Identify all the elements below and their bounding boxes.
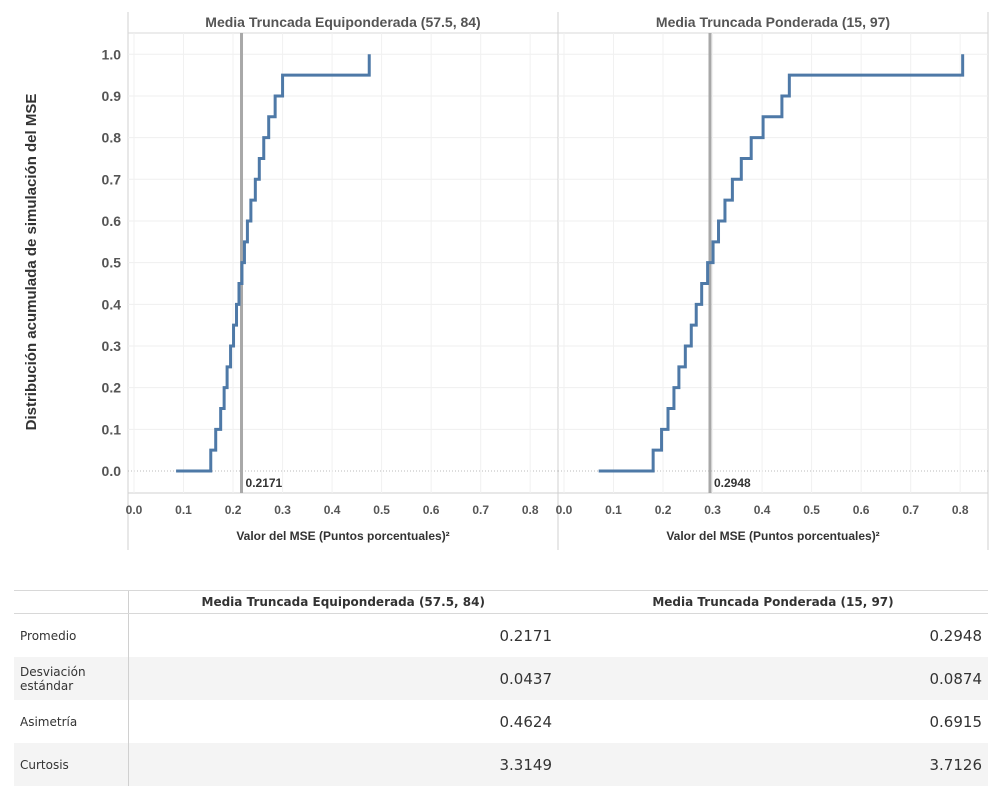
x-tick-label: 0.2 xyxy=(225,503,242,517)
cell-value: 0.4624 xyxy=(127,700,558,743)
y-tick-label: 1.0 xyxy=(102,46,122,62)
chart-panel-ponderada: Media Truncada Ponderada (15, 97) 0.0 0.1 0… xyxy=(556,12,989,550)
ecdf-chart: Distribución acumulada de simulación del… xyxy=(23,12,989,550)
y-tick-label: 0.1 xyxy=(102,421,122,437)
x-tick-label: 0.5 xyxy=(373,503,390,517)
y-tick-label: 0.4 xyxy=(102,296,122,312)
cell-value: 0.0437 xyxy=(127,657,558,700)
x-tick-label: 0.7 xyxy=(902,503,919,517)
table-row: Curtosis 3.3149 3.7126 xyxy=(14,743,988,786)
panel-title: Media Truncada Ponderada (15, 97) xyxy=(656,14,890,30)
cell-value: 0.0874 xyxy=(558,657,988,700)
x-tick-label: 0.0 xyxy=(126,503,143,517)
cell-value: 0.6915 xyxy=(929,712,983,731)
x-tick-label: 0.6 xyxy=(853,503,870,517)
row-label: Asimetría xyxy=(20,714,78,729)
cell-value: 3.7126 xyxy=(558,743,988,786)
x-tick-label: 0.1 xyxy=(605,503,622,517)
x-tick-label: 0.5 xyxy=(803,503,820,517)
x-tick-label: 0.8 xyxy=(522,503,539,517)
table-header-equiponderada: Media Truncada Equiponderada (57.5, 84) xyxy=(127,590,558,614)
y-tick-label: 0.3 xyxy=(102,338,122,354)
cell-value: 3.3149 xyxy=(127,743,558,786)
y-tick-label: 0.6 xyxy=(102,213,122,229)
row-label: Curtosis xyxy=(14,743,128,786)
x-axis-label: Valor del MSE (Puntos porcentuales)² xyxy=(236,529,449,543)
table-row: Promedio 0.2171 0.2948 xyxy=(14,613,988,657)
table-row: Asimetría 0.4624 0.6915 xyxy=(14,700,988,743)
x-tick-label: 0.8 xyxy=(952,503,969,517)
x-tick-label: 0.4 xyxy=(324,503,341,517)
x-tick-label: 0.1 xyxy=(175,503,192,517)
table-header-row: Media Truncada Equiponderada (57.5, 84) … xyxy=(14,590,988,614)
y-axis-label: Distribución acumulada de simulación del… xyxy=(23,94,40,431)
y-tick-label: 0.9 xyxy=(102,88,122,104)
reference-line-label: 0.2171 xyxy=(246,476,283,490)
row-label: Desviación estándar xyxy=(14,657,128,700)
x-tick-label: 0.3 xyxy=(274,503,291,517)
table-row: Desviación estándar 0.0437 0.0874 xyxy=(14,657,988,700)
panel-title: Media Truncada Equiponderada (57.5, 84) xyxy=(205,14,480,30)
chart-panel-equiponderada: Media Truncada Equiponderada (57.5, 84) 0… xyxy=(126,12,558,550)
table-header-ponderada: Media Truncada Ponderada (15, 97) xyxy=(558,590,988,614)
x-tick-label: 0.6 xyxy=(423,503,440,517)
x-tick-label: 0.3 xyxy=(704,503,721,517)
ecdf-step-line xyxy=(598,54,965,473)
y-tick-label: 0.0 xyxy=(102,463,122,479)
y-tick-label: 0.5 xyxy=(102,255,122,271)
y-tick-label: 0.8 xyxy=(102,130,122,146)
cell-value: 0.2948 xyxy=(929,626,983,645)
y-tick-label: 0.2 xyxy=(102,380,122,396)
y-tick-label: 0.7 xyxy=(102,171,122,187)
statistics-table: Media Truncada Equiponderada (57.5, 84) … xyxy=(14,590,988,786)
table-header-blank xyxy=(14,590,128,614)
x-axis-label: Valor del MSE (Puntos porcentuales)² xyxy=(666,529,879,543)
reference-line-label: 0.2948 xyxy=(714,476,751,490)
x-tick-label: 0.0 xyxy=(556,503,573,517)
row-label: Promedio xyxy=(20,628,77,643)
x-tick-label: 0.7 xyxy=(472,503,489,517)
x-tick-label: 0.4 xyxy=(754,503,771,517)
x-tick-label: 0.2 xyxy=(655,503,672,517)
ecdf-step-line xyxy=(176,54,371,473)
cell-value: 0.2171 xyxy=(127,613,558,657)
